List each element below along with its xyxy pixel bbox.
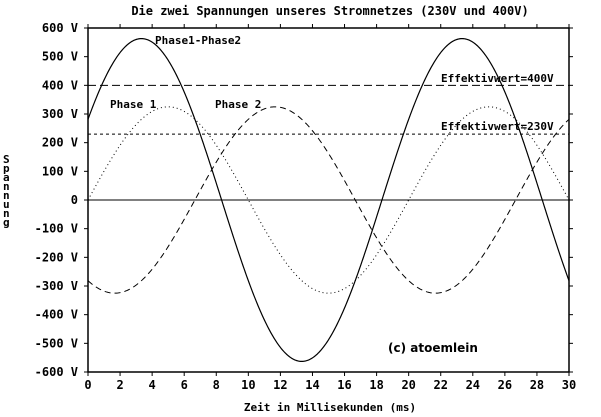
x-tick-label: 14 bbox=[305, 378, 319, 392]
copyright-text: (c) atoemlein bbox=[388, 341, 478, 355]
x-tick-label: 20 bbox=[401, 378, 415, 392]
series-phase-2 bbox=[87, 106, 570, 294]
series-phase-1 bbox=[87, 106, 570, 294]
label-phase1-phase2: Phase1-Phase2 bbox=[155, 34, 241, 47]
label-phase-2: Phase 2 bbox=[215, 98, 261, 111]
x-tick-label: 18 bbox=[369, 378, 383, 392]
y-tick-label: 300 V bbox=[42, 107, 78, 121]
x-tick-label: 26 bbox=[498, 378, 512, 392]
x-tick-label: 0 bbox=[84, 378, 91, 392]
x-tick-label: 30 bbox=[562, 378, 576, 392]
x-axis-label: Zeit in Millisekunden (ms) bbox=[244, 401, 416, 414]
x-tick-label: 28 bbox=[530, 378, 544, 392]
y-tick-label: 100 V bbox=[42, 164, 78, 178]
y-tick-label: -200 V bbox=[35, 250, 78, 264]
y-tick-label: 600 V bbox=[42, 21, 78, 35]
y-tick-label: 200 V bbox=[42, 136, 78, 150]
x-tick-label: 6 bbox=[181, 378, 188, 392]
x-tick-label: 2 bbox=[116, 378, 123, 392]
y-tick-label: -500 V bbox=[35, 336, 78, 350]
x-tick-label: 16 bbox=[337, 378, 351, 392]
chart-title: Die zwei Spannungen unseres Stromnetzes … bbox=[131, 4, 528, 18]
x-tick-label: 8 bbox=[213, 378, 220, 392]
x-tick-label: 4 bbox=[149, 378, 156, 392]
x-tick-label: 22 bbox=[434, 378, 448, 392]
label-phase-1: Phase 1 bbox=[110, 98, 157, 111]
y-tick-label: 0 bbox=[71, 193, 78, 207]
x-tick-label: 12 bbox=[273, 378, 287, 392]
label-effektivwert-400v: Effektivwert=400V bbox=[441, 72, 554, 85]
y-axis-ticks: 600 V 500 V 400 V 300 V 200 V 100 V 0 -100 V -20… bbox=[35, 21, 573, 379]
y-tick-label: -100 V bbox=[35, 222, 78, 236]
x-tick-label: 10 bbox=[241, 378, 255, 392]
series-phase1-phase2 bbox=[87, 38, 570, 362]
y-tick-label: 400 V bbox=[42, 78, 78, 92]
label-effektivwert-230v: Effektivwert=230V bbox=[441, 120, 554, 133]
y-tick-label: -600 V bbox=[35, 365, 78, 379]
y-tick-label: 500 V bbox=[42, 50, 78, 64]
y-tick-label: -400 V bbox=[35, 308, 78, 322]
y-tick-label: -300 V bbox=[35, 279, 78, 293]
x-axis-ticks: 0 2 4 6 8 10 12 14 16 18 20 22 24 26 28 30 bbox=[84, 24, 576, 392]
x-tick-label: 24 bbox=[466, 378, 480, 392]
